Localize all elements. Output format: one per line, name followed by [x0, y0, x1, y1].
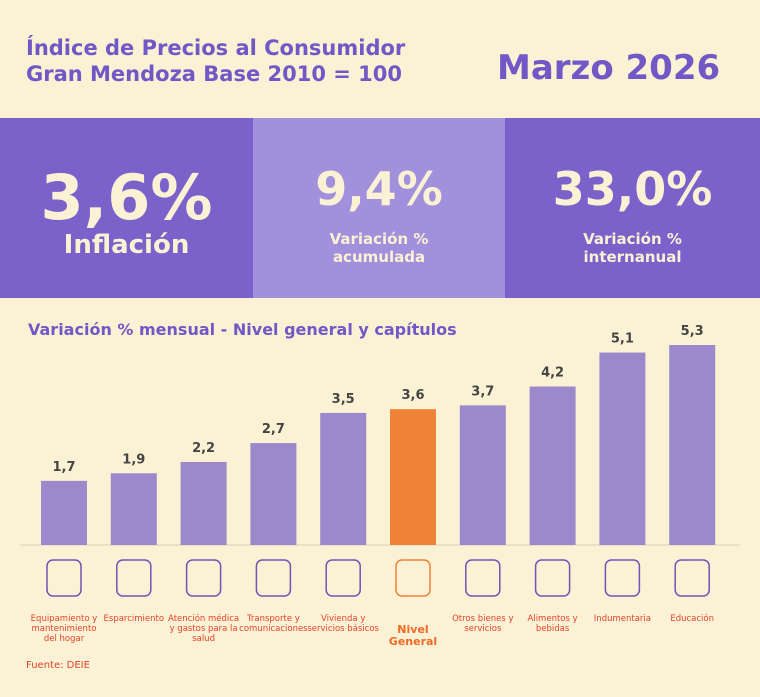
kpi-label: Variación % acumulada	[329, 230, 429, 266]
kpi-panel: 9,4% Variación % acumulada	[253, 118, 505, 298]
title: Índice de Precios al Consumidor	[26, 36, 406, 60]
category-icon	[46, 559, 82, 597]
value-label: 4,2	[541, 366, 564, 381]
bar	[180, 461, 227, 545]
kpi-panel: 3,6% Inflación	[0, 118, 253, 298]
category-label: Transporte y comunicaciones	[239, 614, 308, 634]
period: Marzo 2026	[497, 48, 721, 88]
bar	[320, 412, 367, 545]
value-label: 3,5	[332, 392, 355, 407]
kpi-value: 33,0%	[552, 162, 713, 216]
category-label: Equipamiento y mantenimiento del hogar	[30, 614, 98, 644]
category-icon	[116, 559, 152, 597]
category-icon	[185, 559, 222, 597]
kpi-value: 3,6%	[40, 161, 213, 234]
category-label: Alimentos y bebidas	[527, 614, 578, 634]
category-icon	[465, 559, 501, 597]
category-icon	[395, 559, 431, 597]
category-label: Atención médica y gastos para la salud	[168, 614, 240, 644]
category-icon	[674, 559, 710, 597]
kpi-value: 9,4%	[315, 162, 443, 216]
source: Fuente: DEIE	[26, 660, 90, 671]
bar	[250, 443, 297, 545]
category-icon	[604, 559, 641, 597]
value-label: 1,9	[122, 452, 145, 467]
bar	[669, 345, 716, 545]
bar	[459, 405, 506, 545]
kpi-label: Variación % internanual	[583, 230, 682, 266]
category-label: Indumentaria	[593, 614, 651, 624]
chart-title: Variación % mensual - Nivel general y ca…	[28, 320, 457, 339]
kpi-panel: 33,0% Variación % internanual	[505, 118, 760, 298]
category-icon	[534, 559, 571, 597]
subtitle: Gran Mendoza Base 2010 = 100	[26, 62, 403, 86]
value-label: 5,3	[681, 324, 704, 339]
category-label: Nivel General	[388, 623, 438, 648]
category-icon	[325, 559, 361, 597]
category-label: Vivienda y servicios básicos	[307, 614, 379, 634]
value-label: 3,7	[471, 384, 494, 399]
kpi-label: Inflación	[63, 230, 190, 260]
bar	[41, 480, 87, 545]
category-icon	[255, 559, 292, 597]
bar	[599, 352, 646, 545]
value-label: 1,7	[52, 460, 75, 475]
value-label: 2,2	[192, 441, 215, 456]
category-label: Esparcimiento	[103, 614, 165, 624]
category-label: Otros bienes y servicios	[452, 614, 514, 634]
value-label: 3,6	[401, 388, 424, 403]
value-label: 5,1	[611, 332, 634, 347]
bar	[529, 386, 576, 545]
bar	[110, 473, 157, 545]
category-label: Educación	[670, 614, 715, 624]
bar	[390, 409, 436, 545]
value-label: 2,7	[262, 422, 285, 437]
